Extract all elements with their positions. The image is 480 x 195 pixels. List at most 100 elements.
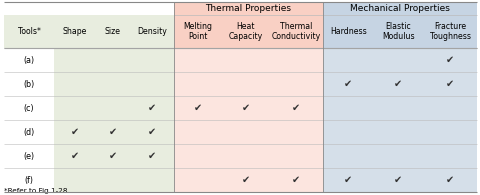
Bar bbox=[373, 168, 423, 192]
Bar bbox=[4, 120, 54, 144]
Bar bbox=[423, 48, 477, 72]
Bar bbox=[54, 48, 95, 72]
Bar bbox=[423, 168, 477, 192]
Bar bbox=[4, 2, 174, 15]
Bar bbox=[373, 72, 423, 96]
Text: *Refer to Fig.1-28: *Refer to Fig.1-28 bbox=[4, 188, 68, 194]
Bar bbox=[4, 48, 54, 72]
Bar bbox=[373, 48, 423, 72]
Text: (b): (b) bbox=[24, 80, 35, 89]
Bar bbox=[4, 144, 54, 168]
Text: Fracture
Toughness: Fracture Toughness bbox=[430, 22, 471, 41]
Text: ✔: ✔ bbox=[394, 79, 402, 89]
Text: Tools*: Tools* bbox=[18, 27, 40, 36]
Bar bbox=[222, 144, 270, 168]
Bar bbox=[54, 15, 95, 48]
Text: (d): (d) bbox=[24, 128, 35, 136]
Bar bbox=[4, 15, 54, 48]
Bar bbox=[174, 168, 222, 192]
Bar bbox=[270, 72, 323, 96]
Bar bbox=[95, 96, 131, 120]
Bar bbox=[95, 144, 131, 168]
Bar bbox=[95, 120, 131, 144]
Bar bbox=[174, 72, 222, 96]
Text: (a): (a) bbox=[24, 56, 35, 65]
Bar bbox=[174, 48, 222, 72]
Bar bbox=[131, 72, 174, 96]
Bar bbox=[323, 120, 373, 144]
Bar bbox=[95, 48, 131, 72]
Text: ✔: ✔ bbox=[394, 175, 402, 185]
Text: ✔: ✔ bbox=[194, 103, 202, 113]
Text: ✔: ✔ bbox=[148, 103, 156, 113]
Bar bbox=[423, 15, 477, 48]
Bar bbox=[54, 144, 95, 168]
Bar bbox=[174, 120, 222, 144]
Bar bbox=[4, 72, 54, 96]
Text: Mechanical Properties: Mechanical Properties bbox=[350, 4, 450, 13]
Bar bbox=[373, 120, 423, 144]
Bar bbox=[54, 120, 95, 144]
Bar bbox=[323, 15, 373, 48]
Bar bbox=[4, 96, 54, 120]
Text: ✔: ✔ bbox=[71, 151, 79, 161]
Text: Density: Density bbox=[137, 27, 167, 36]
Text: (f): (f) bbox=[24, 176, 34, 184]
Text: ✔: ✔ bbox=[292, 175, 300, 185]
Text: ✔: ✔ bbox=[71, 127, 79, 137]
Bar bbox=[95, 168, 131, 192]
Bar bbox=[222, 72, 270, 96]
Text: Shape: Shape bbox=[62, 27, 87, 36]
Bar bbox=[54, 96, 95, 120]
Bar bbox=[373, 15, 423, 48]
Bar bbox=[95, 72, 131, 96]
Bar bbox=[174, 15, 222, 48]
Bar bbox=[174, 144, 222, 168]
Bar bbox=[131, 48, 174, 72]
Bar bbox=[270, 96, 323, 120]
Text: Melting
Point: Melting Point bbox=[183, 22, 212, 41]
Bar bbox=[222, 96, 270, 120]
Bar bbox=[323, 2, 477, 15]
Text: ✔: ✔ bbox=[109, 127, 117, 137]
Bar bbox=[131, 168, 174, 192]
Bar bbox=[323, 48, 373, 72]
Bar bbox=[4, 168, 54, 192]
Bar bbox=[423, 144, 477, 168]
Text: Elastic
Modulus: Elastic Modulus bbox=[382, 22, 415, 41]
Bar bbox=[423, 120, 477, 144]
Bar bbox=[270, 168, 323, 192]
Text: ✔: ✔ bbox=[446, 175, 454, 185]
Bar bbox=[323, 144, 373, 168]
Bar bbox=[54, 72, 95, 96]
Text: Thermal
Conductivity: Thermal Conductivity bbox=[272, 22, 321, 41]
Bar bbox=[131, 120, 174, 144]
Text: Heat
Capacity: Heat Capacity bbox=[228, 22, 263, 41]
Bar bbox=[222, 168, 270, 192]
Text: ✔: ✔ bbox=[241, 175, 250, 185]
Bar bbox=[222, 48, 270, 72]
Bar bbox=[423, 72, 477, 96]
Bar bbox=[222, 15, 270, 48]
Bar bbox=[373, 96, 423, 120]
Bar bbox=[423, 96, 477, 120]
Text: ✔: ✔ bbox=[292, 103, 300, 113]
Bar bbox=[174, 2, 323, 15]
Text: ✔: ✔ bbox=[148, 127, 156, 137]
Bar bbox=[131, 15, 174, 48]
Text: ✔: ✔ bbox=[446, 79, 454, 89]
Bar bbox=[323, 168, 373, 192]
Text: (e): (e) bbox=[24, 152, 35, 160]
Text: (c): (c) bbox=[24, 104, 35, 113]
Text: ✔: ✔ bbox=[241, 103, 250, 113]
Text: ✔: ✔ bbox=[344, 79, 352, 89]
Text: Thermal Properties: Thermal Properties bbox=[205, 4, 291, 13]
Text: ✔: ✔ bbox=[148, 151, 156, 161]
Bar bbox=[323, 72, 373, 96]
Bar bbox=[270, 48, 323, 72]
Text: ✔: ✔ bbox=[344, 175, 352, 185]
Bar bbox=[131, 96, 174, 120]
Text: ✔: ✔ bbox=[446, 55, 454, 65]
Text: Hardness: Hardness bbox=[330, 27, 367, 36]
Bar bbox=[270, 144, 323, 168]
